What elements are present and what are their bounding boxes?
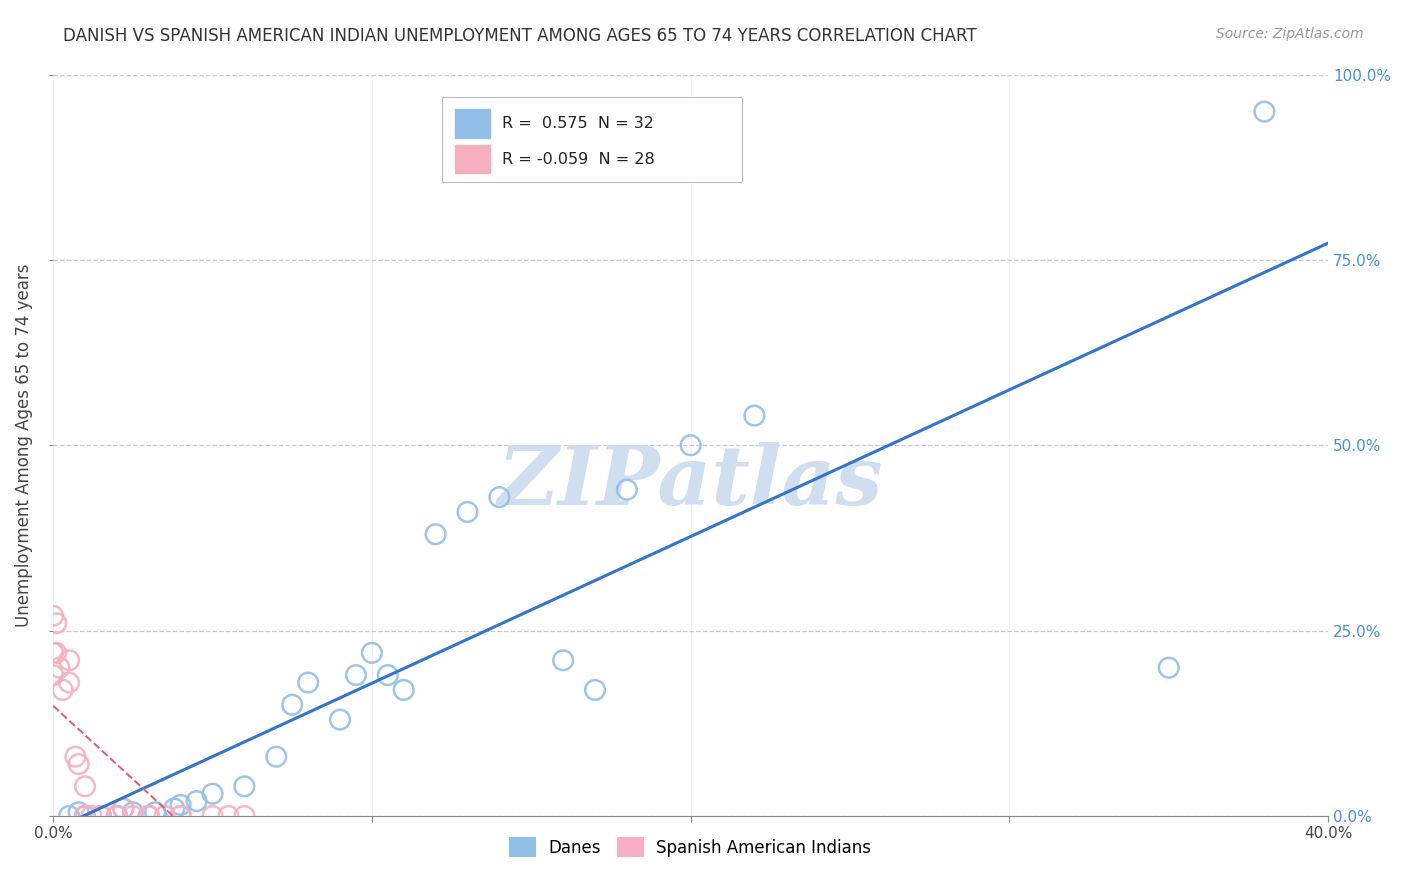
Point xyxy=(344,668,367,682)
Point xyxy=(1253,104,1275,119)
Point xyxy=(138,809,160,823)
Point xyxy=(281,698,304,712)
Point xyxy=(112,801,135,815)
Point xyxy=(58,653,80,667)
Point xyxy=(583,682,606,697)
Point xyxy=(58,675,80,690)
Point xyxy=(67,757,90,772)
Point xyxy=(121,805,143,820)
Point xyxy=(169,809,191,823)
FancyBboxPatch shape xyxy=(454,145,491,173)
Point xyxy=(73,809,96,823)
Point xyxy=(90,809,112,823)
Point xyxy=(392,682,415,697)
Point xyxy=(138,809,160,823)
Legend: Danes, Spanish American Indians: Danes, Spanish American Indians xyxy=(503,831,877,863)
Point xyxy=(201,787,224,801)
Point xyxy=(457,505,479,519)
Point xyxy=(80,809,103,823)
FancyBboxPatch shape xyxy=(454,110,491,137)
Point xyxy=(488,490,510,504)
Point xyxy=(73,780,96,794)
Point xyxy=(679,438,702,452)
Point xyxy=(67,805,90,820)
Point xyxy=(42,646,65,660)
Text: ZIPatlas: ZIPatlas xyxy=(498,442,883,523)
Point xyxy=(233,809,256,823)
Point xyxy=(744,409,766,423)
Point xyxy=(105,809,128,823)
Point xyxy=(297,675,319,690)
Point xyxy=(65,749,87,764)
Point xyxy=(264,749,287,764)
Text: Source: ZipAtlas.com: Source: ZipAtlas.com xyxy=(1216,27,1364,41)
Text: DANISH VS SPANISH AMERICAN INDIAN UNEMPLOYMENT AMONG AGES 65 TO 74 YEARS CORRELA: DANISH VS SPANISH AMERICAN INDIAN UNEMPL… xyxy=(63,27,977,45)
Point xyxy=(169,797,191,812)
Point xyxy=(48,661,70,675)
Point xyxy=(616,483,638,497)
Point xyxy=(121,809,143,823)
Point xyxy=(1157,661,1180,675)
Y-axis label: Unemployment Among Ages 65 to 74 years: Unemployment Among Ages 65 to 74 years xyxy=(15,263,32,627)
Point xyxy=(45,616,67,631)
Point xyxy=(112,801,135,815)
Point xyxy=(143,805,166,820)
Point xyxy=(233,780,256,794)
Point xyxy=(105,809,128,823)
FancyBboxPatch shape xyxy=(441,96,741,182)
Text: R =  0.575  N = 32: R = 0.575 N = 32 xyxy=(502,116,654,131)
Point xyxy=(217,809,239,823)
Text: R = -0.059  N = 28: R = -0.059 N = 28 xyxy=(502,152,655,167)
Point xyxy=(45,646,67,660)
Point xyxy=(553,653,575,667)
Point xyxy=(163,801,186,815)
Point xyxy=(90,809,112,823)
Point xyxy=(52,682,75,697)
Point xyxy=(153,809,176,823)
Point xyxy=(186,794,208,808)
Point xyxy=(58,809,80,823)
Point xyxy=(201,809,224,823)
Point xyxy=(329,713,352,727)
Point xyxy=(73,809,96,823)
Point xyxy=(138,809,160,823)
Point xyxy=(105,809,128,823)
Point xyxy=(73,809,96,823)
Point xyxy=(42,608,65,623)
Point xyxy=(377,668,399,682)
Point xyxy=(425,527,447,541)
Point xyxy=(42,668,65,682)
Point xyxy=(169,809,191,823)
Point xyxy=(361,646,384,660)
